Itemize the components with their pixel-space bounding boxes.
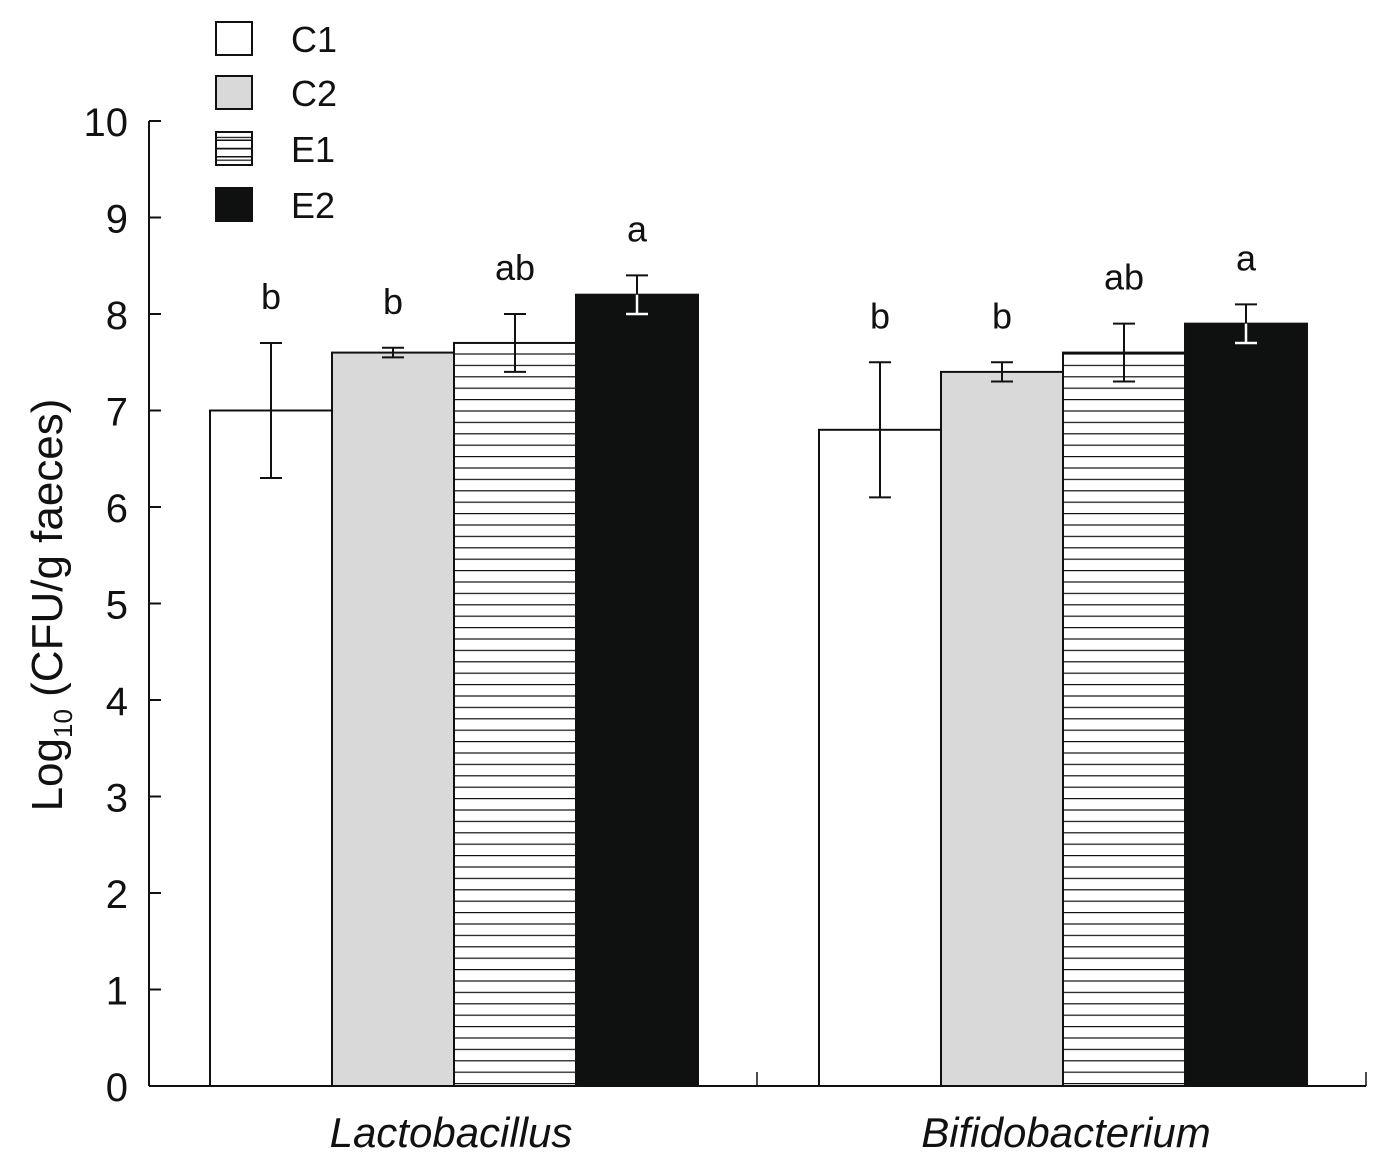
legend-swatch-c1	[215, 21, 253, 56]
bar-e2	[575, 293, 699, 1087]
significance-label: a	[1236, 237, 1257, 278]
bar-c2	[940, 370, 1064, 1087]
bar-c1	[818, 428, 942, 1087]
y-tick-label: 2	[106, 873, 128, 917]
significance-label: b	[870, 295, 890, 336]
significance-label: b	[383, 281, 403, 322]
y-tick-label: 10	[84, 101, 129, 145]
significance-label: a	[627, 208, 648, 249]
bar-c2	[331, 351, 455, 1088]
legend-label: E1	[291, 129, 335, 170]
legend-label: E2	[291, 185, 335, 226]
x-category-label: Lactobacillus	[330, 1109, 573, 1156]
significance-label: b	[992, 295, 1012, 336]
tick-labels: 0 1 2 3 4 5 6 7 8 9 10 Lactobacillus Bifidobacterium	[84, 101, 1211, 1156]
y-tick-label: 3	[106, 777, 128, 821]
significance-labels: b b b b ab ab a a	[261, 208, 1257, 336]
y-axis-label-prefix: Log	[23, 738, 72, 811]
y-tick-label: 7	[106, 391, 128, 435]
significance-label: ab	[495, 247, 535, 288]
y-axis-label-subscript: 10	[48, 709, 78, 738]
y-tick-label: 1	[106, 970, 128, 1014]
y-tick-label: 4	[106, 680, 128, 724]
y-tick-label: 0	[106, 1066, 128, 1110]
error-bars	[260, 274, 1257, 499]
y-tick-label: 6	[106, 487, 128, 531]
significance-label: ab	[1104, 257, 1144, 298]
bars	[209, 293, 1308, 1088]
bar-c1	[209, 409, 333, 1087]
legend-swatch-e2	[215, 187, 253, 222]
legend-label: C1	[291, 19, 337, 60]
y-axis-label-suffix: (CFU/g faeces)	[23, 399, 72, 710]
significance-label: b	[261, 276, 281, 317]
x-category-label: Bifidobacterium	[921, 1109, 1210, 1156]
bar-e1	[453, 341, 577, 1087]
y-tick-label: 9	[106, 198, 128, 242]
legend-swatch-c2	[215, 75, 253, 110]
legend: C1 C2 E1 E2	[215, 19, 337, 226]
y-tick-label: 8	[106, 294, 128, 338]
legend-label: C2	[291, 73, 337, 114]
y-tick-label: 5	[106, 584, 128, 628]
bar-e2	[1184, 322, 1308, 1087]
y-axis-label: Log10 (CFU/g faeces)	[23, 399, 78, 812]
bar-e1	[1062, 351, 1186, 1088]
